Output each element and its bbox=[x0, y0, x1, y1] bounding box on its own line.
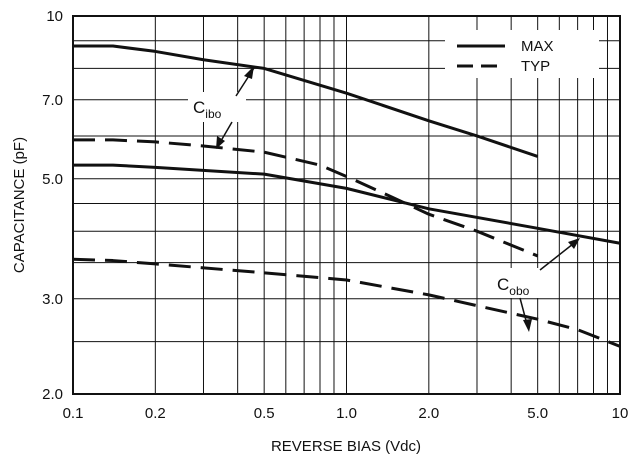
x-axis-title: REVERSE BIAS (Vdc) bbox=[271, 438, 421, 455]
x-tick-label: 10 bbox=[612, 405, 629, 422]
annotation-cobo-arrowhead-lower bbox=[523, 319, 532, 332]
x-tick-label: 1.0 bbox=[336, 405, 357, 422]
series-line-2-dashed bbox=[73, 138, 539, 258]
annotation-cobo: Cobo bbox=[493, 238, 580, 332]
tick-labels: 0.1 0.2 0.5 1.0 2.0 5.0 10 2.0 3.0 5.0 7.0 10 bbox=[42, 8, 628, 422]
y-tick-label: 7.0 bbox=[42, 92, 63, 109]
y-tick-label: 5.0 bbox=[42, 171, 63, 188]
series-line-3-solid bbox=[73, 163, 621, 245]
annotation-cibo-label: Cibo bbox=[193, 98, 222, 121]
annotation-cobo-label: Cobo bbox=[497, 275, 530, 298]
x-tick-label: 0.5 bbox=[254, 405, 275, 422]
y-tick-label: 2.0 bbox=[42, 386, 63, 403]
x-tick-label: 0.1 bbox=[63, 405, 84, 422]
annotation-cibo-arrowhead-lower bbox=[216, 136, 225, 149]
annotation-cibo-bg bbox=[188, 92, 246, 122]
annotation-cibo: Cibo bbox=[188, 66, 255, 149]
y-tick-label: 3.0 bbox=[42, 291, 63, 308]
y-axis-title: CAPACITANCE (pF) bbox=[11, 137, 28, 273]
series-layer bbox=[72, 44, 621, 348]
x-tick-label: 0.2 bbox=[145, 405, 166, 422]
x-tick-label: 2.0 bbox=[418, 405, 439, 422]
plot-frame bbox=[72, 15, 621, 395]
legend-box bbox=[445, 30, 599, 78]
legend-label-typ: TYP bbox=[521, 58, 550, 75]
annotation-cobo-arrowhead-upper bbox=[568, 238, 580, 249]
series-line-1-solid bbox=[73, 44, 539, 158]
series-line-4-dashed bbox=[72, 257, 621, 348]
y-tick-label: 10 bbox=[46, 8, 63, 25]
legend: MAX TYP bbox=[445, 30, 599, 78]
x-tick-label: 5.0 bbox=[527, 405, 548, 422]
legend-label-max: MAX bbox=[521, 38, 554, 55]
annotation-cobo-bg bbox=[493, 268, 549, 298]
annotation-cibo-arrowhead-upper bbox=[244, 66, 254, 79]
